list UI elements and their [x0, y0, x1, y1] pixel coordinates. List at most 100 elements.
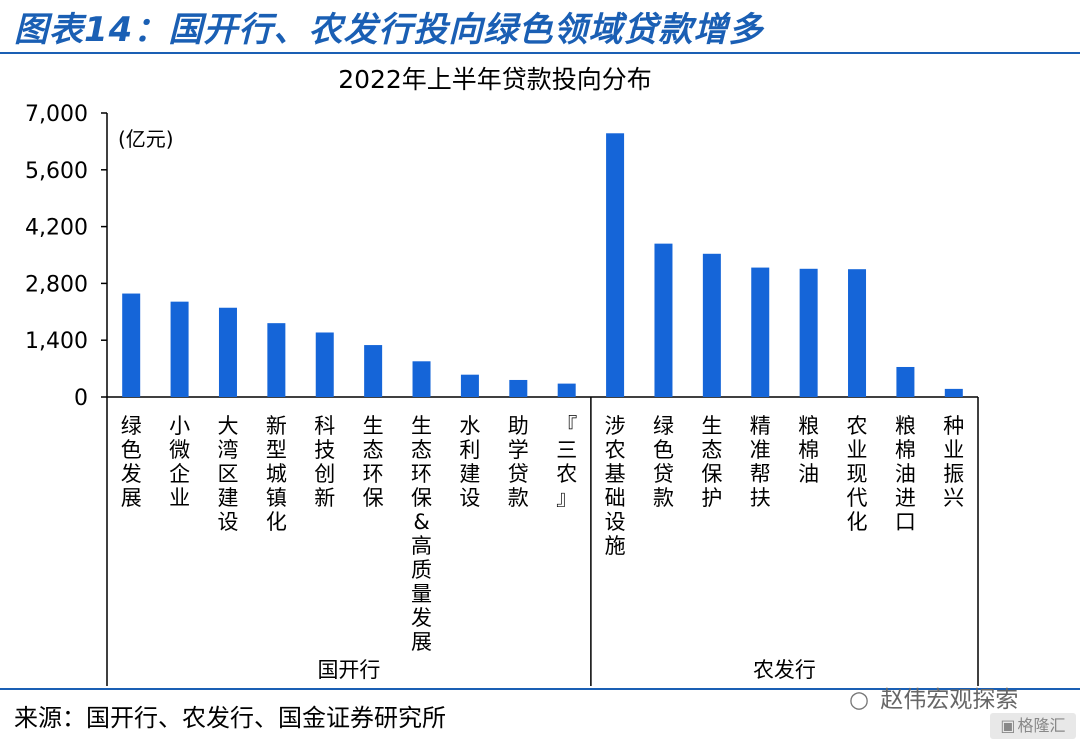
chart-title: 2022年上半年贷款投向分布: [338, 65, 652, 94]
category-label-char: 振: [943, 462, 964, 486]
category-label-char: 准: [750, 438, 771, 462]
figure-header: 图表14：国开行、农发行投向绿色领域贷款增多: [0, 0, 1080, 56]
category-label-char: 新: [314, 486, 335, 510]
category-label-char: 油: [798, 462, 819, 486]
category-label-char: 环: [363, 462, 384, 486]
category-label-char: 环: [411, 462, 432, 486]
category-label-char: 代: [847, 486, 868, 510]
bar: [364, 345, 383, 397]
bar: [606, 133, 625, 398]
category-label-char: 新: [266, 414, 287, 438]
category-label-char: 款: [508, 486, 529, 510]
category-label-char: 利: [459, 438, 480, 462]
bar: [170, 301, 189, 397]
category-label-char: 化: [847, 510, 868, 534]
gelonghui-badge: ▣ 格隆汇: [990, 713, 1076, 739]
category-label-char: 色: [121, 438, 142, 462]
group-labels: 国开行 农发行: [317, 658, 816, 682]
category-label-char: 型: [266, 438, 287, 462]
category-label-char: 绿: [121, 414, 142, 438]
y-tick-label: 4,200: [25, 216, 88, 241]
category-label-char: 精: [750, 414, 771, 438]
category-label-char: 贷: [653, 462, 674, 486]
y-tick-label: 1,400: [25, 329, 88, 354]
category-label-char: 棉: [895, 438, 916, 462]
y-tick-label: 0: [74, 386, 88, 411]
category-label-char: 湾: [217, 438, 238, 462]
category-labels: 绿色发展小微企业大湾区建设新型城镇化科技创新生态环保生态环保&高质量发展水利建设…: [121, 414, 965, 654]
category-label-char: 量: [411, 582, 432, 606]
category-label-char: 绿: [653, 414, 674, 438]
category-label-char: 色: [653, 438, 674, 462]
bar: [944, 388, 963, 397]
wechat-icon: ○: [848, 687, 870, 713]
category-label-char: 口: [895, 510, 916, 534]
watermark: ○ 赵伟宏观探索: [845, 680, 1018, 714]
category-label-char: 油: [895, 462, 916, 486]
category-label-char: 保: [411, 486, 432, 510]
category-label-char: 』: [556, 486, 577, 510]
category-label: 『三农』: [556, 414, 577, 510]
category-label-char: 现: [847, 462, 868, 486]
category-label-char: 贷: [508, 462, 529, 486]
category-label-char: 化: [266, 510, 287, 534]
category-label-char: 态: [363, 438, 384, 462]
bar: [751, 267, 770, 397]
y-tick-label: 7,000: [25, 102, 88, 127]
bar: [460, 374, 479, 397]
category-label-char: 高: [411, 534, 432, 558]
category-label-char: 学: [508, 438, 529, 462]
group-label: 农发行: [753, 658, 816, 682]
category-label-char: 础: [605, 486, 626, 510]
category-label-char: 水: [459, 414, 480, 438]
category-label-char: 镇: [266, 486, 287, 510]
category-label-char: 粮: [895, 414, 916, 438]
footer-rule: [0, 688, 1080, 690]
gelonghui-logo-icon: ▣: [1000, 716, 1016, 735]
bars: [122, 133, 963, 398]
category-label-char: 生: [701, 414, 722, 438]
category-label-char: 企: [169, 462, 190, 486]
axes: [101, 112, 979, 686]
category-label-char: 施: [605, 534, 626, 558]
category-label-char: 基: [605, 462, 626, 486]
category-label-char: 技: [314, 438, 335, 462]
y-tick-labels: 0 1,400 2,800 4,200 5,600 7,000: [25, 102, 88, 411]
category-label-char: &: [413, 510, 429, 534]
bar-chart: 2022年上半年贷款投向分布 (亿元) 0 1,400 2,800 4,200 5,60…: [25, 65, 979, 686]
category-label-char: 小: [169, 414, 190, 438]
category-label-char: 区: [217, 462, 238, 486]
category-label-char: 农: [605, 438, 626, 462]
category-label-char: 保: [701, 462, 722, 486]
y-axis-unit-label: (亿元): [118, 127, 174, 151]
y-tick-label: 2,800: [25, 272, 88, 297]
category-label-char: 兴: [943, 486, 964, 510]
bar: [267, 323, 286, 397]
category-label-char: 质: [411, 558, 432, 582]
header-rule: [0, 52, 1080, 54]
category-label-char: 助: [508, 414, 529, 438]
category-label-char: 微: [169, 438, 190, 462]
category-label-char: 生: [363, 414, 384, 438]
source-note: 来源：国开行、农发行、国金证券研究所: [14, 704, 446, 732]
category-label-char: 设: [217, 510, 238, 534]
category-label-char: 扶: [750, 486, 771, 510]
category-label-char: 建: [217, 486, 238, 510]
bar: [848, 269, 867, 397]
category-label-char: 生: [411, 414, 432, 438]
category-label-char: 进: [895, 486, 916, 510]
